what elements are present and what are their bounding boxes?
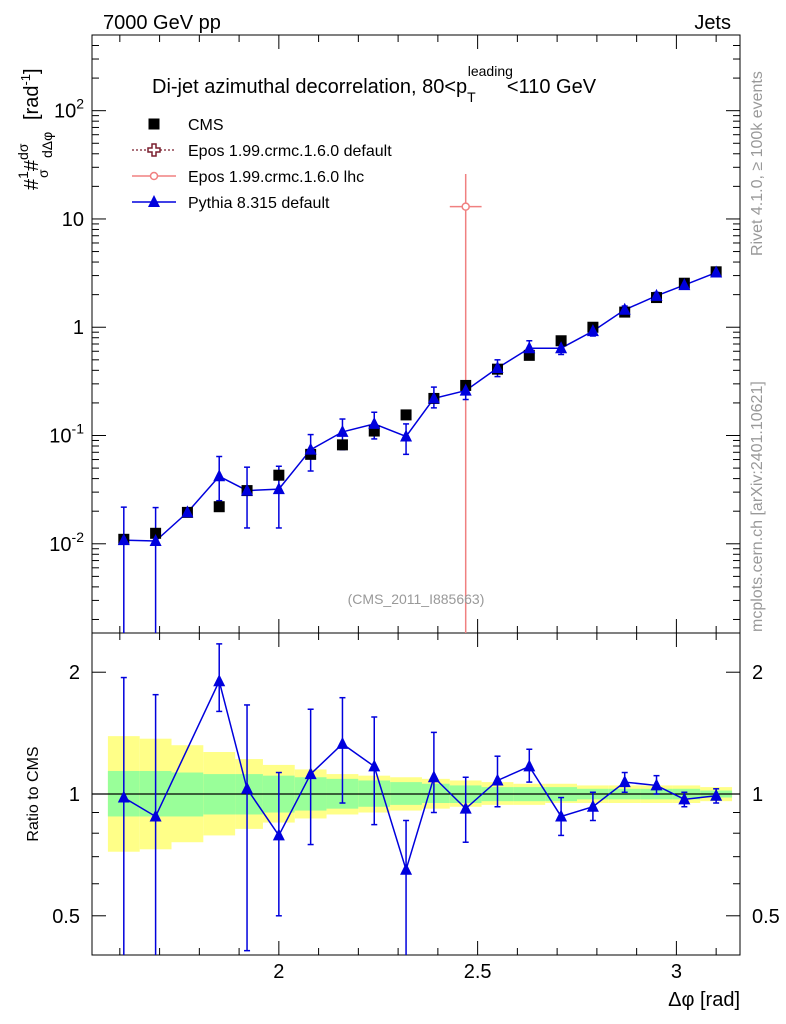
main-y-tick-label: 102 bbox=[54, 96, 84, 123]
ratio-pythia-point bbox=[618, 775, 631, 788]
cms-point bbox=[273, 469, 285, 481]
rivet-label: Rivet 4.1.0, ≥ 100k events bbox=[749, 71, 766, 256]
svg-text:#1#dσ: #1#dσ bbox=[15, 143, 43, 190]
cms-point bbox=[368, 425, 380, 437]
main-data bbox=[117, 174, 723, 633]
cms-point bbox=[150, 527, 162, 539]
svg-text:[rad-1]: [rad-1] bbox=[18, 68, 43, 120]
pythia-point bbox=[459, 383, 472, 396]
ratio-pythia-point bbox=[272, 828, 285, 841]
ratio-pythia-point bbox=[650, 778, 663, 791]
ratio-y-tick-label-right: 1 bbox=[752, 784, 763, 806]
x-tick-label: 3 bbox=[671, 961, 682, 983]
pythia-point bbox=[491, 361, 504, 374]
pythia-point bbox=[586, 324, 599, 337]
ratio-axes: 0.5 0.5 1 1 2 2 2 2.5 3 bbox=[52, 633, 780, 983]
ratio-y-tick-label-left: 2 bbox=[69, 662, 80, 684]
pythia-point bbox=[427, 391, 440, 404]
cms-point bbox=[400, 409, 412, 421]
pythia-point bbox=[304, 442, 317, 455]
ratio-pythia-point bbox=[241, 781, 254, 794]
pythia-point bbox=[400, 429, 413, 442]
ratio-y-tick-label-right: 2 bbox=[752, 662, 763, 684]
main-y-tick-label: 10 bbox=[62, 209, 84, 231]
ratio-y-label: Ratio to CMS bbox=[25, 746, 42, 841]
ratio-pythia-point bbox=[213, 674, 226, 687]
epos-lhc-point bbox=[461, 202, 470, 211]
svg-text:dΔφ: dΔφ bbox=[39, 132, 55, 158]
pythia-point bbox=[336, 424, 349, 437]
legend-label: CMS bbox=[188, 117, 224, 134]
pythia-point bbox=[149, 534, 162, 547]
ratio-pythia-point bbox=[491, 773, 504, 786]
pythia-point bbox=[555, 341, 568, 354]
legend: CMS Epos 1.99.crmc.1.6.0 default Epos 1.99… bbox=[132, 117, 392, 212]
ratio-data bbox=[117, 643, 723, 955]
main-y-tick-label: 1 bbox=[73, 317, 84, 339]
ratio-pythia-point bbox=[117, 790, 130, 803]
ratio-pythia-point bbox=[586, 799, 599, 812]
cms-point bbox=[523, 349, 535, 361]
legend-label: Epos 1.99.crmc.1.6.0 default bbox=[188, 143, 392, 160]
pythia-point bbox=[523, 341, 536, 354]
pythia-point bbox=[213, 469, 226, 482]
pythia-point bbox=[618, 302, 631, 315]
ratio-pythia-point bbox=[710, 788, 723, 801]
ratio-pythia-point bbox=[149, 809, 162, 822]
x-axis-label: Δφ [rad] bbox=[668, 989, 740, 1011]
header-left: 7000 GeV pp bbox=[103, 12, 221, 34]
legend-label: Epos 1.99.crmc.1.6.0 lhc bbox=[188, 169, 364, 186]
header-right: Jets bbox=[694, 12, 731, 34]
pythia-point bbox=[272, 482, 285, 495]
legend-marker-pythia bbox=[148, 195, 160, 207]
svg-text:σ: σ bbox=[35, 169, 51, 178]
main-y-label: #1#dσ σ dΔφ [rad-1] bbox=[15, 68, 55, 190]
ratio-y-tick-label-right: 0.5 bbox=[752, 906, 780, 928]
ratio-pythia-point bbox=[336, 736, 349, 749]
ratio-pythia-point bbox=[678, 792, 691, 805]
mcplots-label: mcplots.cern.ch [arXiv:2401.10621] bbox=[749, 381, 766, 632]
ratio-pythia-point bbox=[555, 809, 568, 822]
pythia-point bbox=[181, 505, 194, 518]
pythia-point bbox=[650, 288, 663, 301]
pythia-point bbox=[368, 416, 381, 429]
x-tick-label: 2 bbox=[273, 961, 284, 983]
legend-label: Pythia 8.315 default bbox=[188, 195, 330, 212]
pythia-point bbox=[241, 483, 254, 496]
main-y-tick-label: 10-1 bbox=[49, 421, 84, 448]
main-axes: 10-2 10-1 1 10 102 bbox=[49, 34, 740, 633]
analysis-id: (CMS_2011_I885663) bbox=[348, 591, 485, 607]
x-tick-label: 2.5 bbox=[464, 961, 492, 983]
ratio-pythia-point bbox=[459, 801, 472, 814]
legend-marker-epos-default bbox=[147, 143, 161, 157]
pythia-point bbox=[117, 533, 130, 546]
ratio-pythia-point bbox=[427, 770, 440, 783]
ratio-pythia-point bbox=[400, 862, 413, 875]
ratio-y-tick-label-left: 0.5 bbox=[52, 906, 80, 928]
band-inner bbox=[421, 783, 450, 804]
ratio-pythia-point bbox=[523, 759, 536, 772]
ratio-pythia-point bbox=[304, 767, 317, 780]
cms-point bbox=[213, 501, 225, 513]
main-y-tick-label: 10-2 bbox=[49, 529, 84, 556]
legend-marker-epos-lhc bbox=[149, 171, 159, 181]
legend-marker-cms bbox=[148, 118, 160, 130]
chart-title: Di-jet azimuthal decorrelation, 80<pTlea… bbox=[152, 63, 597, 105]
ratio-pythia-point bbox=[368, 759, 381, 772]
pythia-point bbox=[678, 278, 691, 291]
pythia-point bbox=[710, 265, 723, 278]
ratio-y-tick-label-left: 1 bbox=[69, 784, 80, 806]
cms-point bbox=[555, 335, 567, 347]
cms-point bbox=[336, 439, 348, 451]
